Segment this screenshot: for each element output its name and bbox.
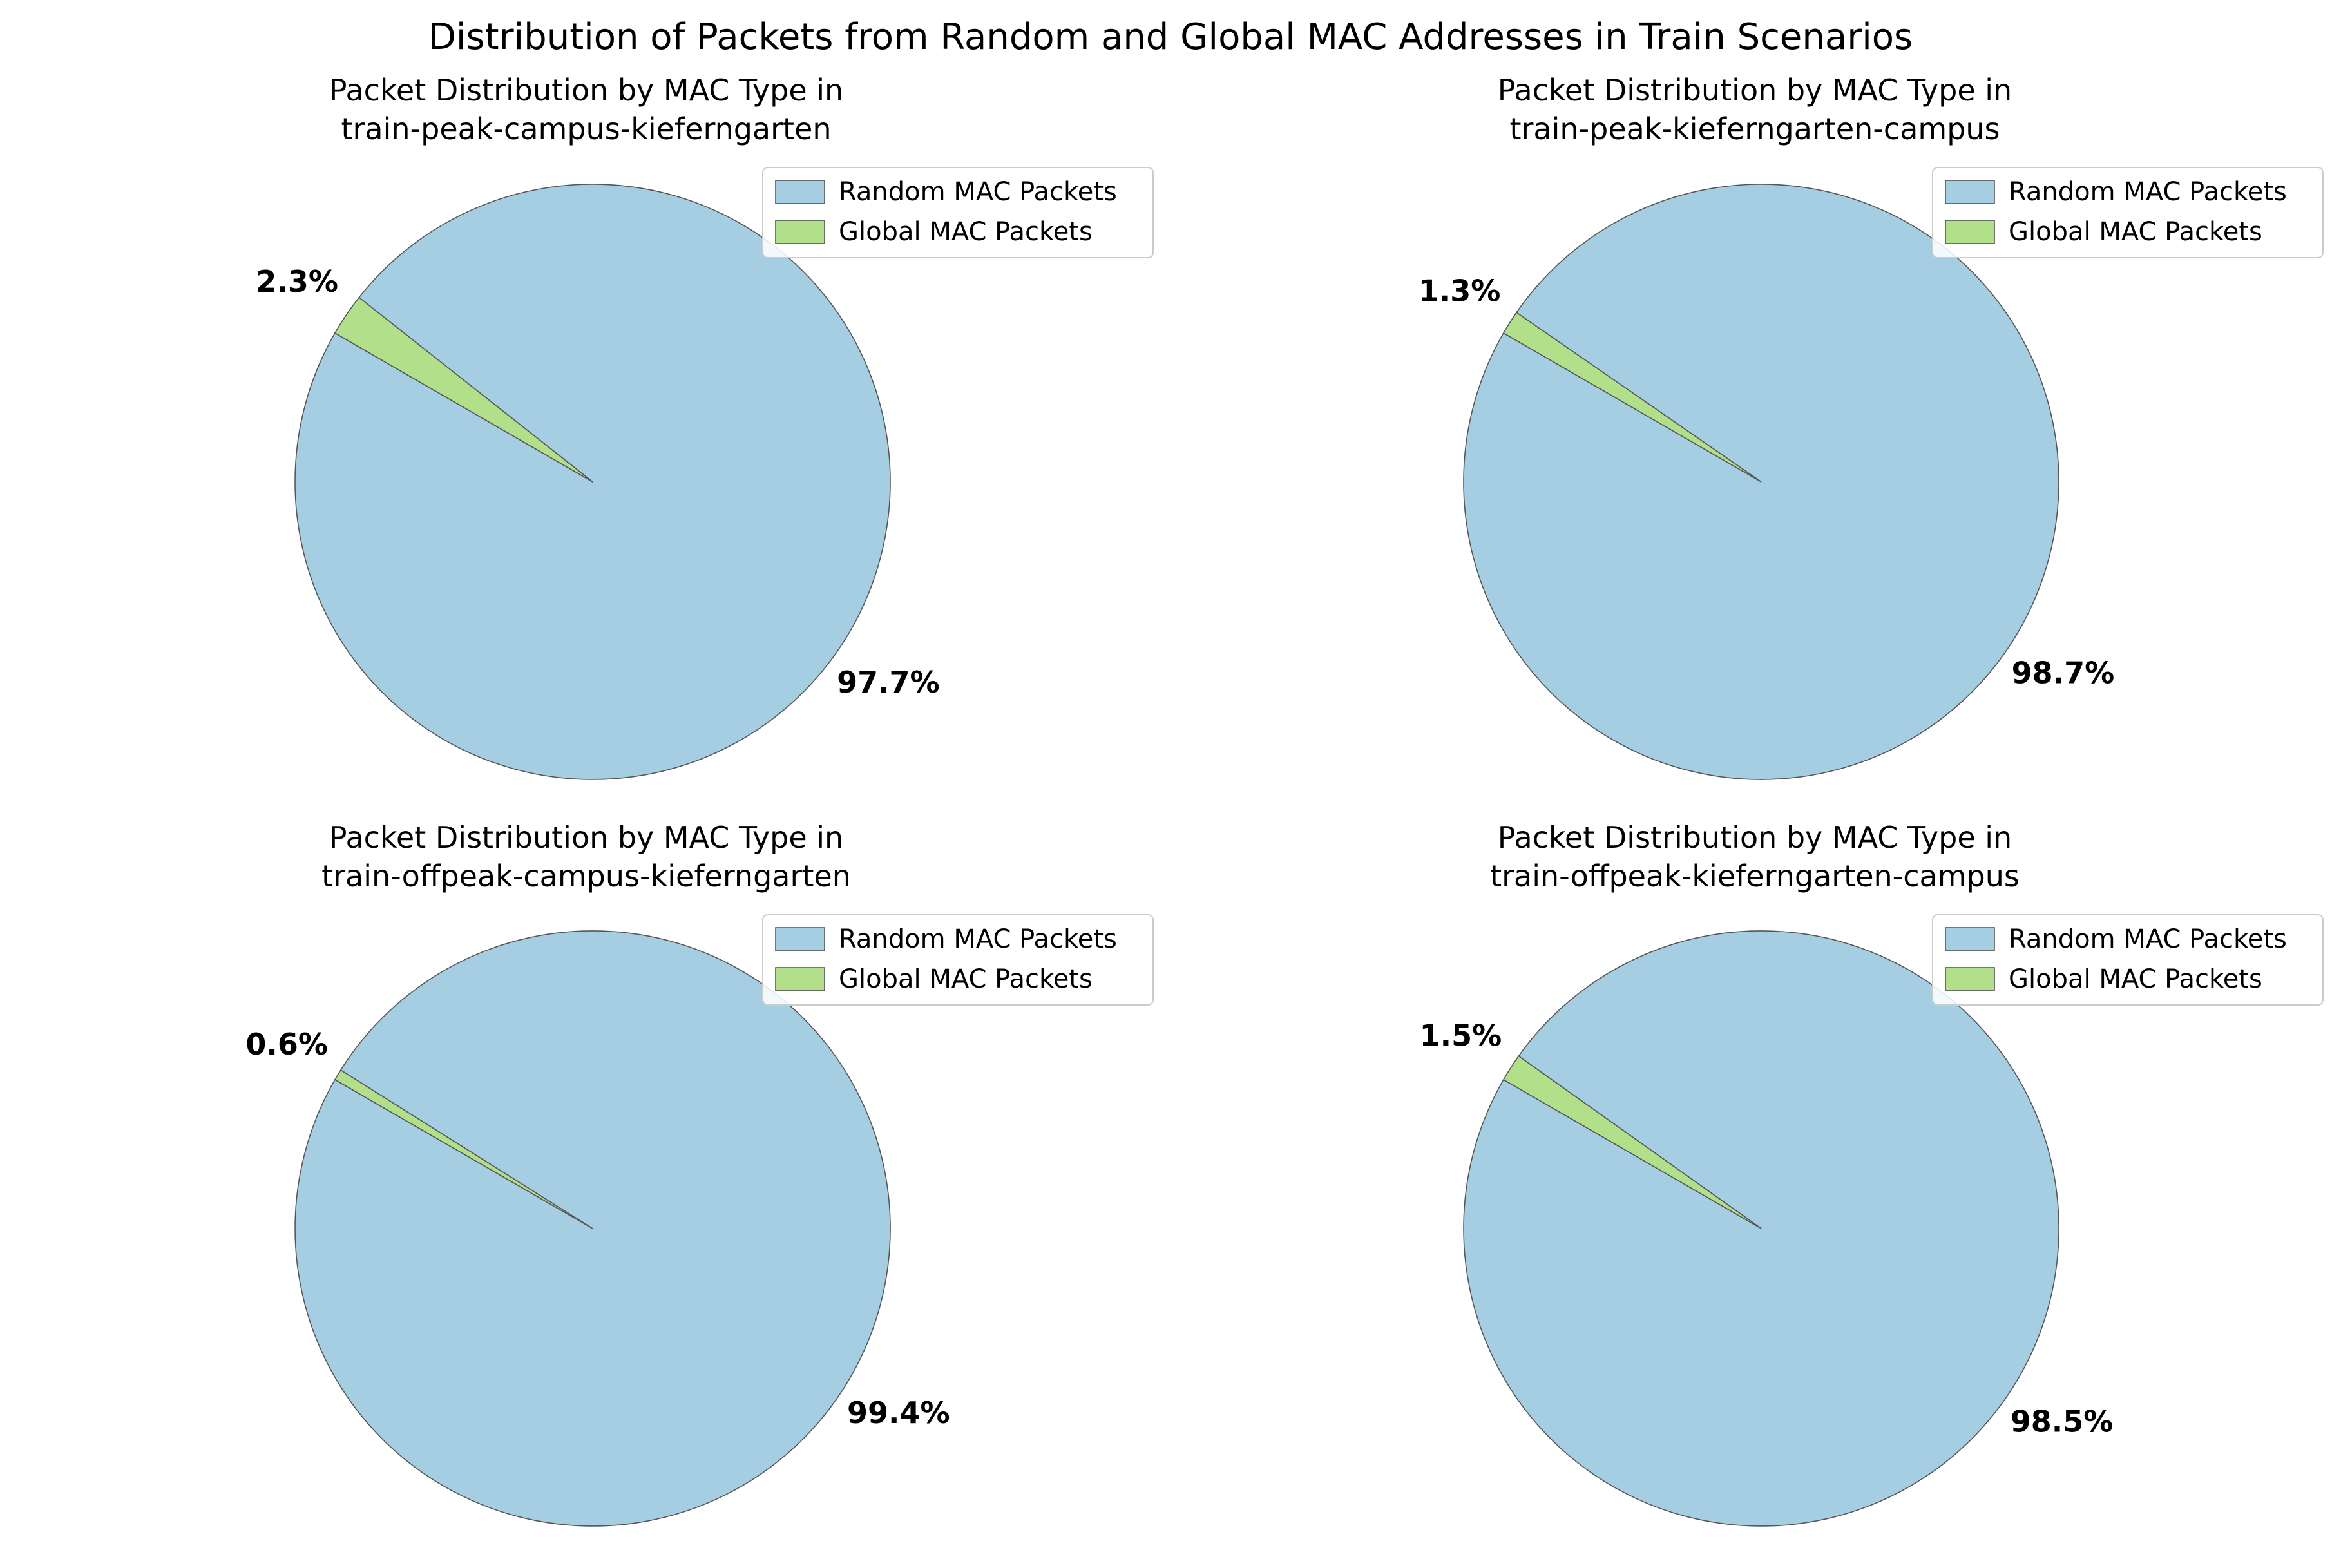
chart-panels: Packet Distribution by MAC Type intrain-… — [245, 73, 2324, 1527]
slice-percent-label: 0.6% — [245, 1027, 328, 1062]
legend-entry-label: Random MAC Packets — [839, 177, 1117, 207]
pie-chart-panel: Packet Distribution by MAC Type in train-… — [1420, 820, 2324, 1527]
legend-swatch-global — [1945, 967, 1995, 991]
pie-chart-panel: Packet Distribution by MAC Type in train-… — [245, 820, 1154, 1527]
chart-title-line1: Packet Distribution by MAC Type in — [1498, 820, 2012, 855]
legend-swatch-random — [1945, 180, 1995, 204]
slice-percent-label: 1.5% — [1420, 1018, 1502, 1053]
pie-slice-global — [1502, 312, 1762, 483]
pie-slice-global — [334, 1069, 593, 1229]
legend-entry-label: Random MAC Packets — [2009, 177, 2287, 207]
pie-slice-global — [334, 296, 593, 483]
legend-swatch-global — [1945, 220, 1995, 244]
pie-slice-random — [294, 930, 891, 1527]
chart-title-line2: train-offpeak-kieferngarten-campus — [1490, 859, 2020, 894]
legend-frame — [1932, 167, 2324, 258]
chart-title-line1: Packet Distribution by MAC Type in — [329, 73, 843, 108]
legend-swatch-global — [775, 220, 825, 244]
legend-swatch-random — [775, 927, 825, 951]
legend: Random MAC Packets Global MAC Packets — [1932, 167, 2324, 258]
chart-title-line2: train-peak-kieferngarten-campus — [1509, 111, 2000, 146]
legend-entry-label: Global MAC Packets — [2009, 217, 2262, 247]
legend-entry-label: Global MAC Packets — [839, 217, 1093, 247]
pie-chart-panel: Packet Distribution by MAC Type intrain-… — [256, 73, 1154, 780]
figure-title: Distribution of Packets from Random and … — [428, 16, 1913, 58]
slice-percent-label: 2.3% — [256, 264, 338, 299]
legend-entry-label: Random MAC Packets — [839, 924, 1117, 954]
chart-title-line1: Packet Distribution by MAC Type in — [1498, 73, 2012, 108]
legend: Random MAC Packets Global MAC Packets — [1932, 914, 2324, 1006]
legend-frame — [1932, 914, 2324, 1006]
slice-percent-label: 99.4% — [847, 1395, 950, 1430]
legend-frame — [762, 167, 1154, 258]
legend-entry-label: Global MAC Packets — [2009, 964, 2262, 994]
slice-percent-label: 97.7% — [837, 665, 940, 700]
slice-percent-label: 98.5% — [2011, 1404, 2114, 1439]
slice-percent-label: 1.3% — [1419, 273, 1501, 308]
legend-swatch-random — [1945, 927, 1995, 951]
pie-chart-panel: Packet Distribution by MAC Type intrain-… — [1419, 73, 2324, 780]
legend-swatch-random — [775, 180, 825, 204]
pie-slice-global — [1502, 1055, 1762, 1229]
chart-title-line2: train-offpeak-campus-kieferngarten — [321, 859, 851, 894]
legend: Random MAC Packets Global MAC Packets — [762, 914, 1154, 1006]
legend: Random MAC Packets Global MAC Packets — [762, 167, 1154, 258]
legend-swatch-global — [775, 967, 825, 991]
legend-frame — [762, 914, 1154, 1006]
slice-percent-label: 98.7% — [2012, 656, 2115, 691]
legend-entry-label: Global MAC Packets — [839, 964, 1093, 994]
chart-title-line1: Packet Distribution by MAC Type in — [329, 820, 843, 855]
legend-entry-label: Random MAC Packets — [2009, 924, 2287, 954]
chart-title-line2: train-peak-campus-kieferngarten — [341, 111, 831, 146]
